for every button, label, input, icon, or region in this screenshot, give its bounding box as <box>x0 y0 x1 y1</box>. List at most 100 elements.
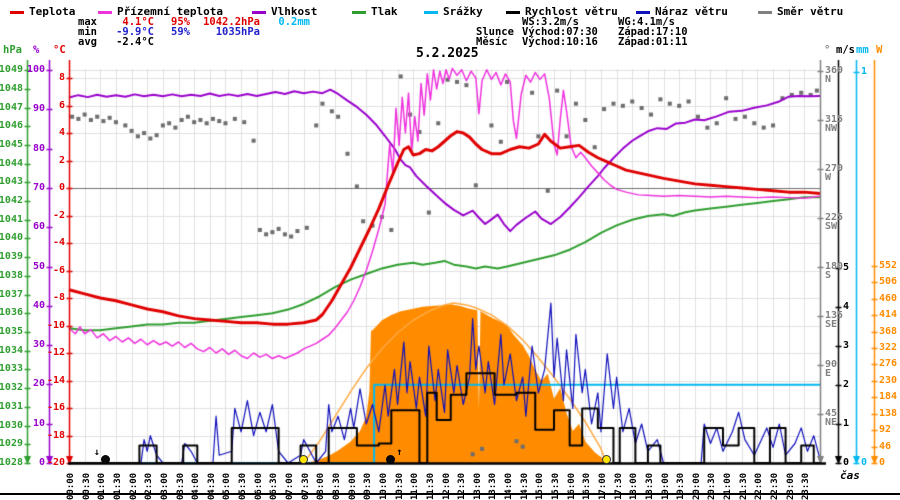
temp-tick-label: 0 <box>58 182 65 193</box>
watt-tick-label: 368 <box>879 325 898 337</box>
ms-tick-label: 2 <box>843 379 850 390</box>
hpa-tick-label: 1048 <box>0 82 23 94</box>
avg-temperature: -2.4°C <box>116 36 154 48</box>
legend-item: Náraz větru <box>636 5 728 19</box>
sunset-time: Západ:17:10 <box>618 26 688 38</box>
hpa-tick-label: 1032 <box>0 382 23 394</box>
moon-label: Měsíc <box>476 36 508 48</box>
ms-tick-label: 3 <box>843 340 850 351</box>
avg-label: avg <box>78 36 97 48</box>
legend-swatch-icon <box>10 10 24 14</box>
temp-tick-label: -16 <box>46 402 65 413</box>
hum-tick-label: 20 <box>32 378 45 390</box>
max-pressure: 1042.2hPa <box>203 16 260 28</box>
deg-tick-label: 315 <box>825 113 844 125</box>
deg-tick-label: 90 <box>825 358 838 370</box>
max-label: max <box>78 16 97 28</box>
watt-tick-label: 552 <box>879 259 898 271</box>
max-precipitation: 0.2mm <box>278 16 310 28</box>
watt-tick-label: 184 <box>879 391 898 403</box>
windspeed-axis-header: m/s <box>836 44 855 56</box>
hum-tick-label: 30 <box>32 339 45 351</box>
temp-tick-label: -2 <box>52 209 65 221</box>
legend-item-label: Rychlost větru <box>525 5 618 18</box>
watt-tick-label: 92 <box>879 424 892 436</box>
deg-tick-sublabel: NE <box>825 416 838 428</box>
temp-tick-label: -18 <box>46 429 65 441</box>
temp-tick-label: -6 <box>52 264 65 276</box>
hpa-tick-label: 1033 <box>0 363 23 375</box>
deg-tick-sublabel: SW <box>825 220 838 232</box>
moon-times-row: Měsíc Východ:10:16 Západ:01:11 <box>476 36 714 48</box>
legend-item: Rychlost větru <box>506 5 618 19</box>
hum-tick-label: 10 <box>32 417 45 429</box>
hpa-tick-label: 1049 <box>0 64 23 76</box>
hum-tick-label: 90 <box>32 103 45 115</box>
hpa-tick-label: 1035 <box>0 326 23 338</box>
hum-tick-label: 80 <box>32 142 45 154</box>
wind-gust-summary: WG:4.1m/s <box>618 16 675 28</box>
solar-axis-header: W <box>876 44 883 56</box>
legend-item-label: Vlhkost <box>271 5 318 18</box>
hpa-tick-label: 1042 <box>0 195 23 207</box>
watt-tick-label: 460 <box>879 292 898 304</box>
hpa-tick-label: 1039 <box>0 251 23 263</box>
watt-tick-label: 138 <box>879 407 898 419</box>
temp-tick-label: -20 <box>46 457 65 468</box>
hpa-tick-label: 1044 <box>0 157 23 169</box>
deg-tick-sublabel: W <box>825 171 832 183</box>
humidity-axis-header: % <box>33 44 40 56</box>
max-humidity: 95% <box>171 16 190 28</box>
deg-tick-sublabel: NW <box>825 122 838 134</box>
hpa-tick-label: 1037 <box>0 288 23 300</box>
legend-swatch-icon <box>252 10 266 14</box>
stats-min-row: min -9.9°C 59% 1035hPa <box>78 26 310 38</box>
ms-tick-label: 1 <box>843 418 850 429</box>
temperature-axis-header: °C <box>53 44 66 56</box>
stats-max-row: max 4.1°C 95% 1042.2hPa 0.2mm <box>78 16 310 28</box>
ms-tick-label: 5 <box>843 262 850 273</box>
hpa-tick-label: 1040 <box>0 232 23 244</box>
hpa-tick-label: 1045 <box>0 138 23 150</box>
deg-tick-sublabel: E <box>825 367 832 379</box>
legend-item: Srážky <box>424 5 483 19</box>
hpa-tick-label: 1029 <box>0 438 23 450</box>
hpa-tick-label: 1031 <box>0 400 23 412</box>
moon-set-icon <box>101 455 111 464</box>
hpa-tick-label: 1036 <box>0 307 23 319</box>
hpa-tick-label: 1047 <box>0 101 23 113</box>
legend-item-label: Přízemní teplota <box>117 5 223 18</box>
watt-tick-label: 46 <box>879 440 892 452</box>
temp-tick-label: 4 <box>58 127 65 138</box>
legend-item-label: Tlak <box>371 5 398 18</box>
bottom-rule <box>0 493 900 495</box>
watt-tick-label: 506 <box>879 276 898 288</box>
temp-tick-label: -12 <box>46 347 65 358</box>
min-temperature: -9.9°C <box>116 26 154 38</box>
wind-speed-summary: WS:3.2m/s <box>522 16 579 28</box>
deg-tick-label: 180 <box>825 260 844 272</box>
deg-tick-sublabel: N <box>825 73 832 85</box>
deg-tick-label: 360 <box>825 64 844 76</box>
sun-label: Slunce <box>476 26 514 38</box>
moonset-time: Západ:01:11 <box>618 36 688 48</box>
hpa-tick-label: 1028 <box>0 457 23 468</box>
stats-summary: max 4.1°C 95% 1042.2hPa 0.2mm min -9.9°C 59% 10… <box>78 16 310 48</box>
hpa-tick-label: 1030 <box>0 419 23 431</box>
temp-tick-label: 6 <box>58 99 65 111</box>
legend-item: Přízemní teplota <box>98 5 223 19</box>
astro-summary: WS:3.2m/s WG:4.1m/s Slunce Východ:07:30 Záp… <box>476 16 714 48</box>
moon-rise-icon <box>385 455 395 464</box>
legend-item-label: Srážky <box>443 5 483 18</box>
sun-set-icon <box>601 455 611 464</box>
legend-swatch-icon <box>352 10 366 14</box>
watt-tick-label: 276 <box>879 358 898 370</box>
ms-tick-label: 0 <box>843 457 850 468</box>
x-axis-label: čas <box>840 469 860 482</box>
legend-item: Směr větru <box>758 5 843 19</box>
pressure-axis-header: hPa <box>3 44 22 56</box>
legend-swatch-icon <box>506 10 520 14</box>
legend-item: Vlhkost <box>252 5 317 19</box>
deg-tick-sublabel: S <box>825 269 832 281</box>
